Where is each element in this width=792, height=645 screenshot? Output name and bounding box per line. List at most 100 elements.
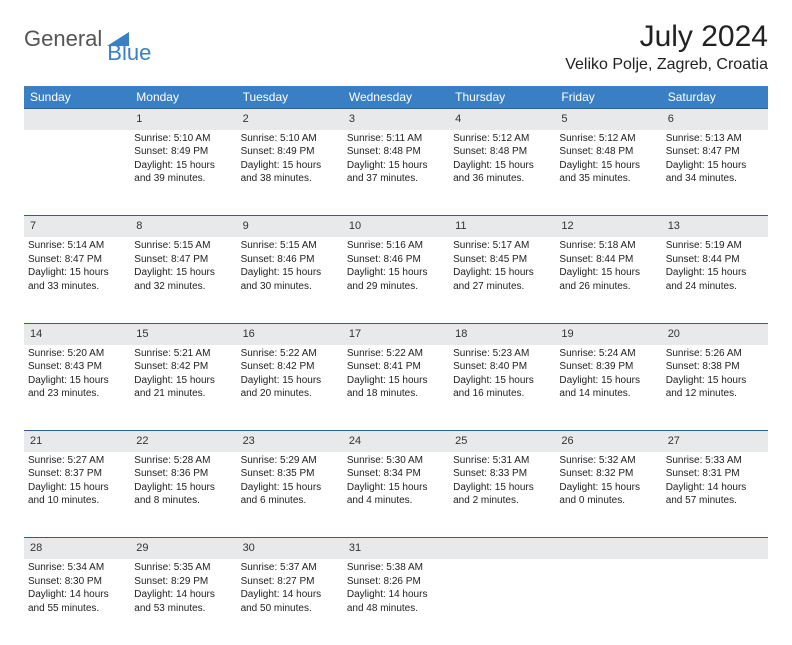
- day-info-line: and 53 minutes.: [134, 602, 232, 616]
- weekday-header: Thursday: [449, 86, 555, 109]
- day-info-line: and 35 minutes.: [559, 172, 657, 186]
- day-content-row: Sunrise: 5:20 AMSunset: 8:43 PMDaylight:…: [24, 345, 768, 431]
- day-info-line: Sunrise: 5:21 AM: [134, 347, 232, 361]
- day-info-line: Daylight: 15 hours: [666, 159, 764, 173]
- day-content-cell: Sunrise: 5:38 AMSunset: 8:26 PMDaylight:…: [343, 559, 449, 645]
- day-info-line: Sunset: 8:47 PM: [666, 145, 764, 159]
- day-info-line: Sunset: 8:44 PM: [559, 253, 657, 267]
- day-content-cell: Sunrise: 5:24 AMSunset: 8:39 PMDaylight:…: [555, 345, 661, 431]
- day-info-line: Sunrise: 5:15 AM: [241, 239, 339, 253]
- header: General Blue July 2024 Veliko Polje, Zag…: [24, 20, 768, 74]
- day-info-line: Sunrise: 5:37 AM: [241, 561, 339, 575]
- day-info-line: Daylight: 15 hours: [347, 159, 445, 173]
- day-info-line: Daylight: 15 hours: [134, 159, 232, 173]
- day-content-cell: [662, 559, 768, 645]
- day-number-cell: 13: [662, 216, 768, 237]
- day-number-cell: 17: [343, 323, 449, 344]
- day-info-line: Sunset: 8:42 PM: [241, 360, 339, 374]
- day-content-cell: Sunrise: 5:28 AMSunset: 8:36 PMDaylight:…: [130, 452, 236, 538]
- day-info-line: Sunrise: 5:16 AM: [347, 239, 445, 253]
- day-content-cell: [449, 559, 555, 645]
- day-info-line: and 37 minutes.: [347, 172, 445, 186]
- day-info-line: and 6 minutes.: [241, 494, 339, 508]
- day-content-row: Sunrise: 5:27 AMSunset: 8:37 PMDaylight:…: [24, 452, 768, 538]
- day-info-line: Sunrise: 5:28 AM: [134, 454, 232, 468]
- day-info-line: and 14 minutes.: [559, 387, 657, 401]
- day-info-line: Sunrise: 5:15 AM: [134, 239, 232, 253]
- day-info-line: and 36 minutes.: [453, 172, 551, 186]
- day-info-line: Daylight: 15 hours: [241, 159, 339, 173]
- day-info-line: Sunset: 8:46 PM: [241, 253, 339, 267]
- day-info-line: Sunrise: 5:29 AM: [241, 454, 339, 468]
- day-info-line: Sunrise: 5:38 AM: [347, 561, 445, 575]
- day-info-line: Sunset: 8:44 PM: [666, 253, 764, 267]
- day-info-line: Sunrise: 5:10 AM: [134, 132, 232, 146]
- location: Veliko Polje, Zagreb, Croatia: [565, 56, 768, 74]
- day-info-line: and 50 minutes.: [241, 602, 339, 616]
- day-info-line: Sunrise: 5:34 AM: [28, 561, 126, 575]
- day-content-cell: Sunrise: 5:34 AMSunset: 8:30 PMDaylight:…: [24, 559, 130, 645]
- day-number-cell: 3: [343, 109, 449, 130]
- weekday-header: Sunday: [24, 86, 130, 109]
- day-info-line: Sunrise: 5:17 AM: [453, 239, 551, 253]
- day-info-line: Sunrise: 5:23 AM: [453, 347, 551, 361]
- day-number-cell: 7: [24, 216, 130, 237]
- day-info-line: Sunset: 8:39 PM: [559, 360, 657, 374]
- weekday-header-row: Sunday Monday Tuesday Wednesday Thursday…: [24, 86, 768, 109]
- day-info-line: Daylight: 15 hours: [241, 374, 339, 388]
- day-info-line: and 24 minutes.: [666, 280, 764, 294]
- day-number-cell: 9: [237, 216, 343, 237]
- day-info-line: and 23 minutes.: [28, 387, 126, 401]
- day-info-line: Daylight: 15 hours: [559, 374, 657, 388]
- day-info-line: Sunrise: 5:33 AM: [666, 454, 764, 468]
- day-number-cell: 31: [343, 538, 449, 559]
- logo: General Blue: [24, 26, 173, 52]
- day-number-row: 28293031: [24, 538, 768, 559]
- day-info-line: and 55 minutes.: [28, 602, 126, 616]
- day-info-line: Sunset: 8:30 PM: [28, 575, 126, 589]
- day-number-cell: 29: [130, 538, 236, 559]
- day-info-line: Daylight: 15 hours: [347, 266, 445, 280]
- day-info-line: and 20 minutes.: [241, 387, 339, 401]
- day-content-cell: Sunrise: 5:21 AMSunset: 8:42 PMDaylight:…: [130, 345, 236, 431]
- day-info-line: Sunrise: 5:19 AM: [666, 239, 764, 253]
- day-info-line: Sunrise: 5:10 AM: [241, 132, 339, 146]
- day-content-row: Sunrise: 5:10 AMSunset: 8:49 PMDaylight:…: [24, 130, 768, 216]
- day-number-row: 123456: [24, 109, 768, 130]
- day-info-line: Daylight: 15 hours: [28, 481, 126, 495]
- weekday-header: Tuesday: [237, 86, 343, 109]
- day-info-line: Sunrise: 5:30 AM: [347, 454, 445, 468]
- day-info-line: and 26 minutes.: [559, 280, 657, 294]
- day-info-line: Daylight: 15 hours: [559, 266, 657, 280]
- day-info-line: and 18 minutes.: [347, 387, 445, 401]
- day-info-line: Daylight: 15 hours: [453, 266, 551, 280]
- day-content-cell: Sunrise: 5:19 AMSunset: 8:44 PMDaylight:…: [662, 237, 768, 323]
- day-number-cell: 5: [555, 109, 661, 130]
- day-number-cell: 26: [555, 431, 661, 452]
- day-content-cell: Sunrise: 5:11 AMSunset: 8:48 PMDaylight:…: [343, 130, 449, 216]
- day-info-line: and 57 minutes.: [666, 494, 764, 508]
- day-content-row: Sunrise: 5:34 AMSunset: 8:30 PMDaylight:…: [24, 559, 768, 645]
- day-info-line: and 48 minutes.: [347, 602, 445, 616]
- day-info-line: Sunset: 8:42 PM: [134, 360, 232, 374]
- day-info-line: and 0 minutes.: [559, 494, 657, 508]
- day-number-cell: 15: [130, 323, 236, 344]
- day-info-line: Sunrise: 5:13 AM: [666, 132, 764, 146]
- day-info-line: and 10 minutes.: [28, 494, 126, 508]
- day-info-line: Sunset: 8:43 PM: [28, 360, 126, 374]
- day-content-cell: Sunrise: 5:27 AMSunset: 8:37 PMDaylight:…: [24, 452, 130, 538]
- day-info-line: Sunrise: 5:18 AM: [559, 239, 657, 253]
- day-info-line: Daylight: 15 hours: [453, 374, 551, 388]
- day-info-line: and 38 minutes.: [241, 172, 339, 186]
- day-info-line: Sunset: 8:27 PM: [241, 575, 339, 589]
- day-content-cell: Sunrise: 5:33 AMSunset: 8:31 PMDaylight:…: [662, 452, 768, 538]
- day-content-cell: Sunrise: 5:30 AMSunset: 8:34 PMDaylight:…: [343, 452, 449, 538]
- day-info-line: Daylight: 14 hours: [28, 588, 126, 602]
- day-info-line: and 27 minutes.: [453, 280, 551, 294]
- logo-word-general: General: [24, 26, 102, 52]
- day-number-cell: 8: [130, 216, 236, 237]
- day-info-line: Daylight: 15 hours: [666, 266, 764, 280]
- day-number-cell: 1: [130, 109, 236, 130]
- day-info-line: Sunrise: 5:27 AM: [28, 454, 126, 468]
- day-number-cell: 30: [237, 538, 343, 559]
